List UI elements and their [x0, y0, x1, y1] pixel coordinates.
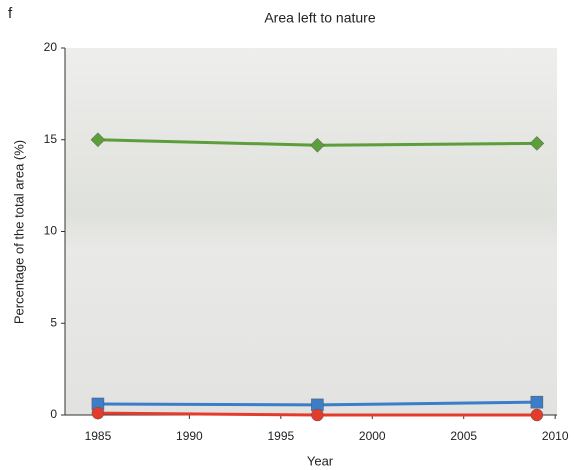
marker [310, 137, 325, 153]
y-tick-label: 5 [50, 315, 57, 329]
x-tick-label: 1995 [267, 429, 294, 443]
y-tick-label: 0 [50, 407, 57, 421]
marker [530, 395, 544, 409]
x-tick-label: 2010 [542, 429, 569, 443]
y-axis-label: Percentage of the total area (%) [11, 140, 26, 324]
panel-label: f [8, 5, 13, 22]
plot-background [65, 48, 557, 415]
x-tick-label: 2000 [359, 429, 386, 443]
y-tick-label: 20 [44, 40, 58, 54]
marker [90, 132, 106, 148]
y-tick-label: 15 [44, 132, 58, 146]
y-tick-label: 10 [44, 224, 58, 238]
x-tick-label: 1985 [85, 429, 112, 443]
chart-title: Area left to nature [264, 10, 376, 26]
x-tick-label: 1990 [176, 429, 203, 443]
marker [529, 136, 545, 151]
marker [311, 408, 324, 422]
marker [91, 406, 105, 420]
x-axis-label: Year [307, 453, 334, 468]
marker [530, 408, 544, 422]
x-tick-label: 2005 [450, 429, 477, 443]
